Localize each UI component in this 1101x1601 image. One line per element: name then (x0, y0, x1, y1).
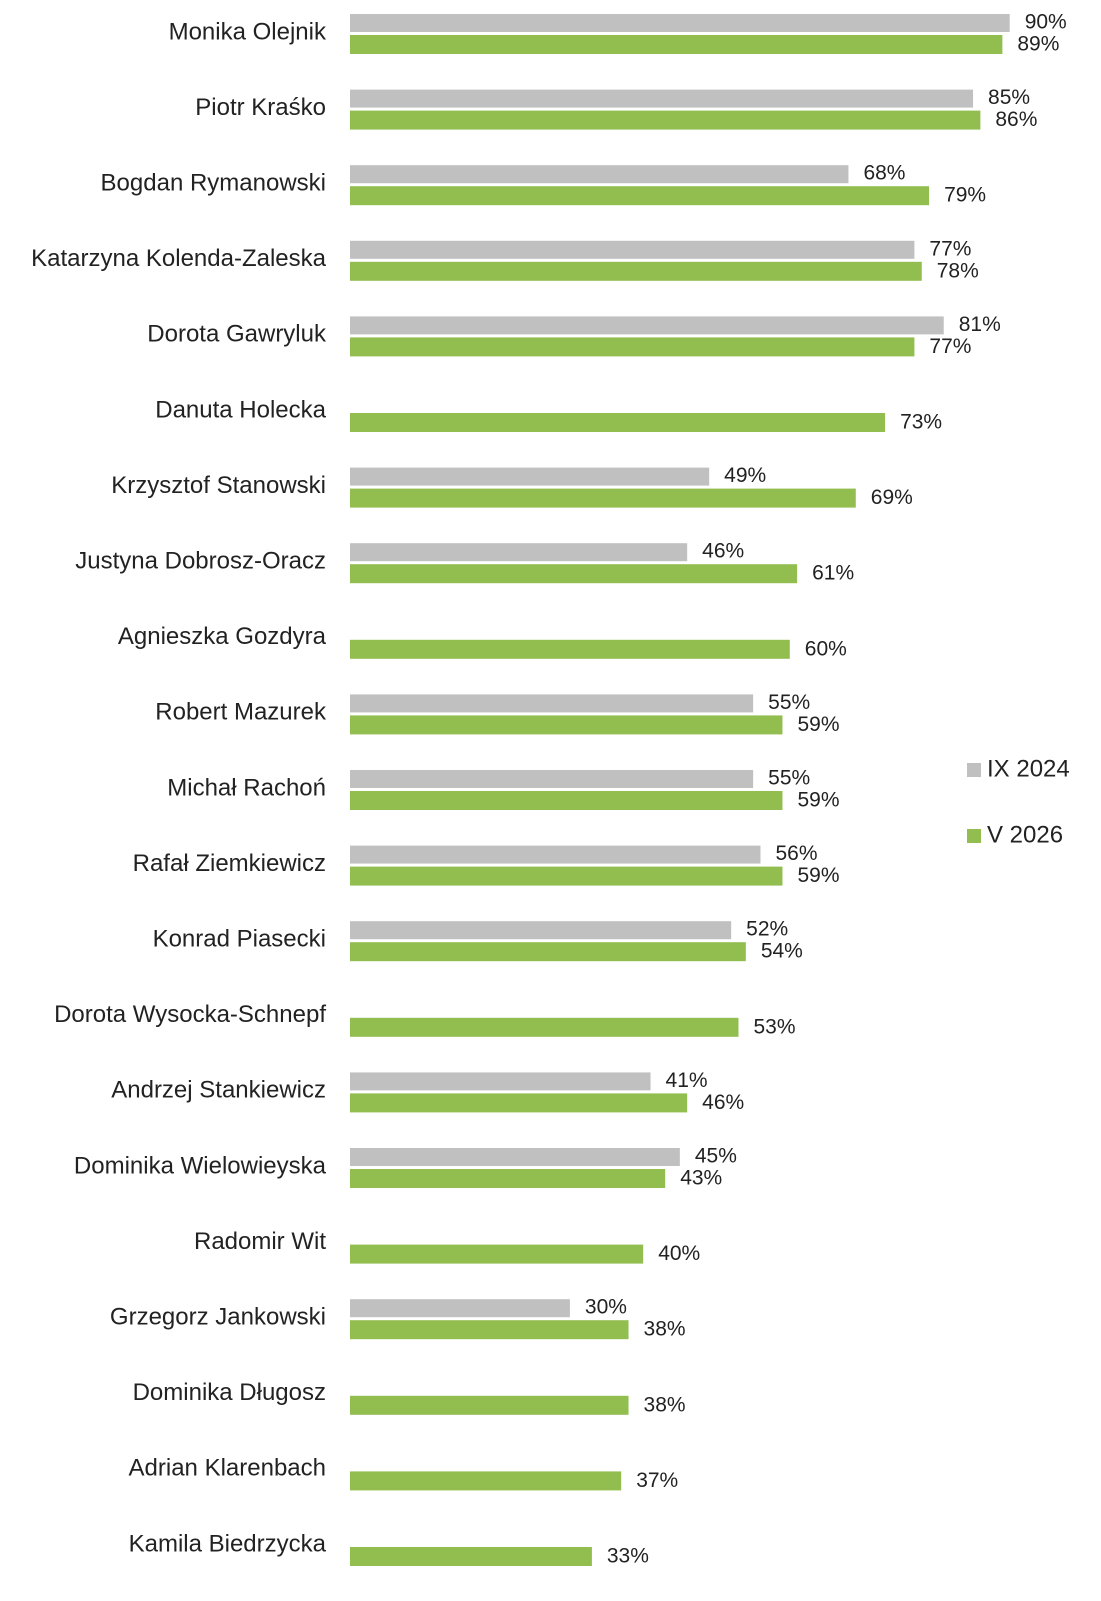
value-label: 46% (702, 1091, 744, 1114)
legend-label: IX 2024 (987, 755, 1070, 782)
category-label: Robert Mazurek (155, 699, 327, 726)
bar (350, 866, 783, 886)
legend-swatch (967, 763, 981, 777)
bar (350, 770, 754, 788)
category-label: Kamila Biedrzycka (129, 1530, 327, 1557)
bar (350, 1471, 622, 1491)
value-label: 46% (702, 540, 744, 563)
legend-swatch (967, 829, 981, 843)
bar (350, 1299, 570, 1318)
value-label: 53% (753, 1015, 795, 1038)
category-label: Monika Olejnik (169, 18, 327, 45)
bar (350, 186, 930, 206)
category-label: Krzysztof Stanowski (111, 472, 326, 499)
value-label: 77% (929, 237, 971, 260)
bar (350, 110, 981, 130)
value-label: 73% (900, 411, 942, 434)
bar (350, 316, 944, 335)
bar (350, 1320, 629, 1340)
bar (350, 14, 1010, 32)
bar (350, 35, 1003, 54)
category-label: Rafał Ziemkiewicz (133, 850, 326, 877)
bar (350, 1072, 651, 1091)
value-label: 41% (666, 1069, 708, 1092)
value-label: 81% (959, 313, 1001, 336)
bar (350, 1148, 680, 1166)
bar (350, 564, 798, 584)
value-label: 89% (1017, 33, 1059, 56)
category-label: Piotr Kraśko (195, 94, 326, 121)
bar (350, 337, 915, 357)
bar (350, 1547, 592, 1566)
bar (350, 715, 783, 735)
value-label: 49% (724, 464, 766, 487)
bar (350, 942, 746, 962)
category-label: Dorota Wysocka-Schnepf (54, 1001, 326, 1028)
legend-label: V 2026 (987, 821, 1063, 848)
bar (350, 791, 783, 810)
category-label: Dorota Gawryluk (147, 321, 327, 348)
value-label: 77% (929, 335, 971, 358)
bar (350, 413, 886, 432)
value-label: 37% (636, 1469, 678, 1492)
bar (350, 1169, 666, 1188)
category-label: Dominika Wielowieyska (74, 1152, 327, 1179)
value-label: 79% (944, 184, 986, 207)
value-label: 55% (768, 767, 810, 790)
value-label: 45% (695, 1145, 737, 1168)
value-label: 40% (658, 1242, 700, 1265)
category-label: Grzegorz Jankowski (110, 1304, 326, 1331)
value-label: 30% (585, 1296, 627, 1319)
value-label: 52% (746, 918, 788, 941)
value-label: 38% (644, 1318, 686, 1341)
bar (350, 1093, 688, 1113)
bar (350, 845, 761, 864)
category-label: Adrian Klarenbach (129, 1455, 326, 1482)
value-label: 59% (797, 713, 839, 736)
category-label: Bogdan Rymanowski (101, 170, 326, 197)
bar (350, 1395, 629, 1415)
value-label: 59% (797, 864, 839, 887)
value-label: 33% (607, 1545, 649, 1568)
value-label: 86% (995, 108, 1037, 131)
bar (350, 1017, 739, 1037)
value-label: 68% (863, 162, 905, 185)
bar (350, 694, 754, 713)
value-label: 85% (988, 86, 1030, 109)
bar (350, 639, 790, 659)
bar (350, 488, 856, 508)
bar (350, 261, 922, 281)
category-label: Dominika Długosz (133, 1379, 326, 1406)
value-label: 90% (1025, 11, 1067, 34)
value-label: 55% (768, 691, 810, 714)
category-label: Konrad Piasecki (153, 926, 326, 953)
category-label: Michał Rachoń (167, 774, 326, 801)
value-label: 61% (812, 562, 854, 585)
bar (350, 240, 915, 259)
category-label: Katarzyna Kolenda-Zaleska (31, 245, 326, 272)
value-label: 69% (871, 486, 913, 509)
bar (350, 543, 688, 562)
value-label: 56% (775, 842, 817, 865)
value-label: 43% (680, 1167, 722, 1190)
bar (350, 165, 849, 184)
category-label: Andrzej Stankiewicz (111, 1077, 326, 1104)
bar (350, 89, 974, 108)
bar (350, 921, 732, 940)
value-label: 78% (937, 259, 979, 282)
category-label: Agnieszka Gozdyra (118, 623, 327, 650)
category-label: Radomir Wit (194, 1228, 326, 1255)
value-label: 38% (644, 1393, 686, 1416)
value-label: 54% (761, 940, 803, 963)
bar (350, 1244, 644, 1264)
value-label: 60% (805, 637, 847, 660)
category-label: Danuta Holecka (155, 396, 326, 423)
value-label: 59% (797, 789, 839, 812)
category-label: Justyna Dobrosz-Oracz (75, 548, 326, 575)
bar (350, 467, 710, 486)
